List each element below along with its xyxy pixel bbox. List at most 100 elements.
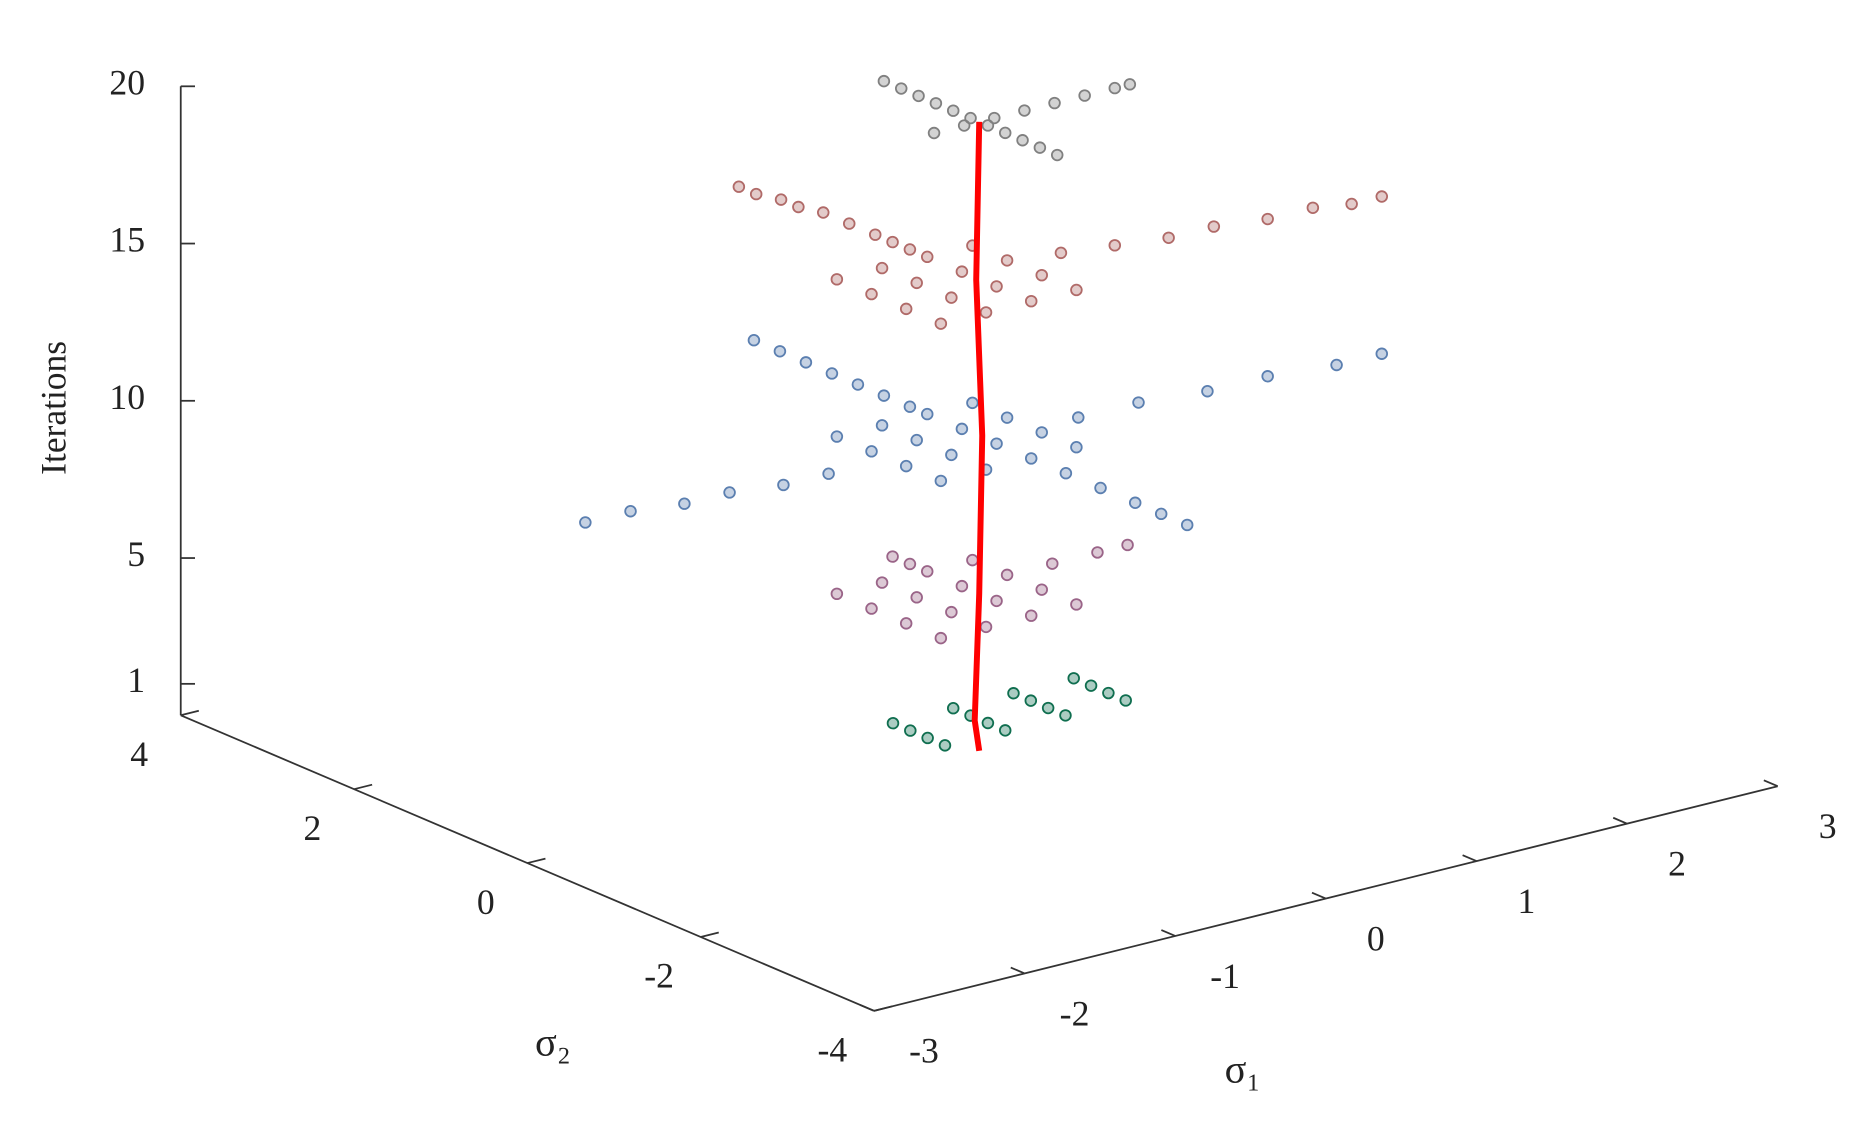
point [929,97,943,110]
y-tick-label: 2 [304,808,322,848]
x-tick [859,1004,875,1012]
x-tick-label: 0 [1367,919,1385,959]
point [1033,141,1047,154]
y-tick [180,709,200,717]
point [875,419,889,432]
z-tick-label: 10 [109,377,145,417]
point [1375,190,1389,203]
point [1007,687,1020,700]
y-tick-label: -4 [818,1030,848,1070]
x-tick [1612,816,1628,825]
point [886,235,899,249]
point [1048,96,1061,110]
point [966,553,979,567]
point [1180,518,1194,532]
x-tick-label: 1 [1517,881,1535,921]
point [1261,370,1274,383]
point [903,243,917,256]
x-tick [1161,929,1176,937]
point [990,280,1003,293]
x-tick [1311,891,1327,900]
point [1041,701,1055,715]
point [1091,546,1104,559]
point [830,430,844,443]
point [723,486,736,499]
point [998,126,1012,140]
point [1094,481,1107,495]
point [792,200,805,214]
y-tick-label: 4 [130,734,148,774]
point [1059,467,1073,480]
point [1102,686,1115,700]
point [894,82,908,95]
point [955,422,969,436]
point [955,265,969,278]
point [966,396,979,410]
point [981,716,995,730]
point [1084,679,1098,692]
point [903,400,917,413]
point [1035,583,1048,596]
point [979,620,993,634]
point [927,126,941,140]
point [1000,411,1014,424]
point [865,602,878,615]
point [920,565,934,578]
point [773,345,787,358]
point [1078,89,1091,102]
point [934,317,948,330]
point [910,276,923,290]
point [920,407,934,421]
point [749,187,763,201]
point [1024,609,1038,622]
point [747,333,761,347]
point [1024,694,1038,707]
point [1050,148,1064,162]
point [1123,78,1137,91]
point [1018,104,1031,117]
point [875,261,889,275]
point [1162,231,1175,244]
y-tick-label: -2 [644,956,674,996]
point [1261,212,1274,226]
point [957,119,971,132]
point [1121,538,1134,552]
point [1070,598,1083,611]
point [899,459,913,473]
z-tick-label: 15 [109,220,145,260]
point [903,557,917,571]
point [1375,347,1389,360]
point [1024,294,1038,308]
point [774,193,788,206]
y-tick [527,857,546,864]
point [842,217,856,230]
x-tick-label: 2 [1668,844,1686,884]
point [899,617,913,630]
point [1345,197,1358,211]
z-axis-title: Iterations [33,341,73,475]
point [921,731,934,745]
point [1154,507,1168,521]
point [1070,283,1083,297]
point [945,448,958,462]
z-tick-label: 1 [127,660,145,700]
point [1070,440,1083,454]
point [1330,358,1343,372]
point [998,724,1012,737]
point [1016,134,1029,147]
point [886,716,900,730]
point [777,478,790,492]
point [1059,709,1072,722]
point [988,111,1001,125]
point [946,104,960,117]
point [1000,568,1014,582]
point [1035,268,1048,282]
x-tick [1462,854,1477,862]
x-tick [1763,779,1779,788]
y-tick [873,1005,893,1012]
point [1024,452,1038,465]
point [934,474,948,488]
y-tick-label: 0 [477,882,495,922]
x-tick-label: -3 [909,1031,939,1071]
